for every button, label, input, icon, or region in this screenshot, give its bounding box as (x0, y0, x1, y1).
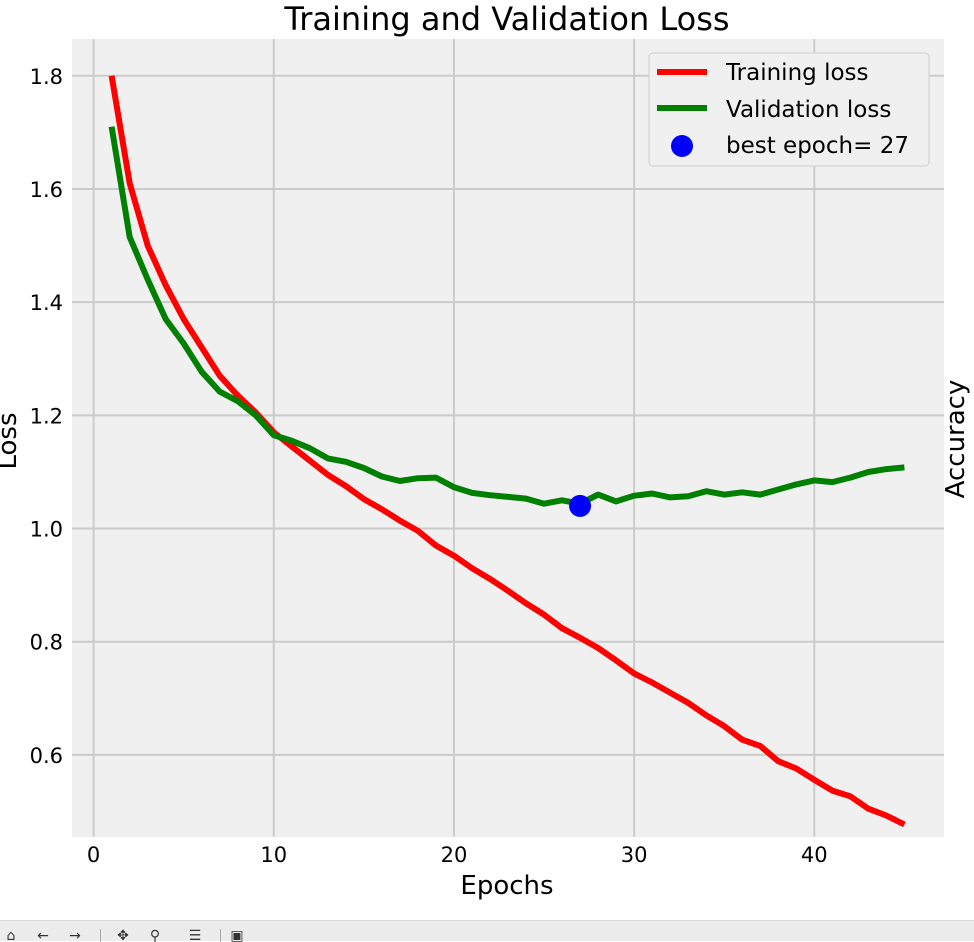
legend-best-epoch-label: best epoch= 27 (726, 133, 909, 159)
right-axis-label: Accuracy (941, 380, 971, 499)
legend-training-label: Training loss (725, 60, 869, 86)
y-tick-label: 1.8 (30, 65, 63, 89)
zoom-icon[interactable]: ⚲ (149, 929, 161, 942)
chart-title: Training and Validation Loss (283, 0, 729, 38)
y-tick-labels: 0.6 0.8 1.0 1.2 1.4 1.6 1.8 (30, 65, 63, 768)
y-tick-label: 0.8 (30, 631, 63, 655)
best-epoch-marker (569, 494, 592, 517)
series-lines (108, 75, 906, 828)
legend-validation-label: Validation loss (726, 97, 891, 123)
x-tick-label: 40 (801, 843, 828, 867)
toolbar-separator (220, 929, 221, 942)
toolbar: ⌂ ← → ✥ ⚲ ☰ ▣ (0, 920, 974, 942)
back-icon[interactable]: ← (37, 929, 49, 942)
x-tick-labels: 0 10 20 30 40 (87, 843, 828, 867)
forward-icon[interactable]: → (69, 929, 81, 942)
x-tick-label: 0 (87, 843, 100, 867)
y-tick-label: 1.2 (30, 404, 63, 428)
y-axis-label: Loss (0, 412, 23, 469)
best-epoch-marker-group (569, 494, 592, 517)
x-tick-label: 20 (441, 843, 468, 867)
y-tick-label: 0.6 (30, 744, 63, 768)
pan-icon[interactable]: ✥ (117, 929, 129, 942)
chart-figure: 0 10 20 30 40 0.6 0.8 1.0 1.2 1.4 1.6 1.8 Training… (0, 0, 971, 901)
y-tick-label: 1.6 (30, 178, 63, 202)
y-tick-label: 1.4 (30, 291, 63, 315)
legend-box (648, 52, 930, 167)
legend: Training loss Validation loss best epoch… (648, 52, 930, 167)
y-tick-label: 1.0 (30, 518, 63, 542)
home-icon[interactable]: ⌂ (6, 929, 16, 942)
save-icon[interactable]: ▣ (230, 929, 244, 942)
x-axis-label: Epochs (460, 871, 553, 901)
x-tick-label: 30 (621, 843, 648, 867)
plot-area (72, 39, 944, 837)
training-loss-line (108, 75, 906, 828)
x-tick-label: 10 (260, 843, 287, 867)
subplots-icon[interactable]: ☰ (188, 929, 202, 942)
validation-loss-line (108, 126, 905, 507)
legend-best-epoch-swatch (671, 135, 693, 157)
toolbar-separator (100, 929, 101, 942)
